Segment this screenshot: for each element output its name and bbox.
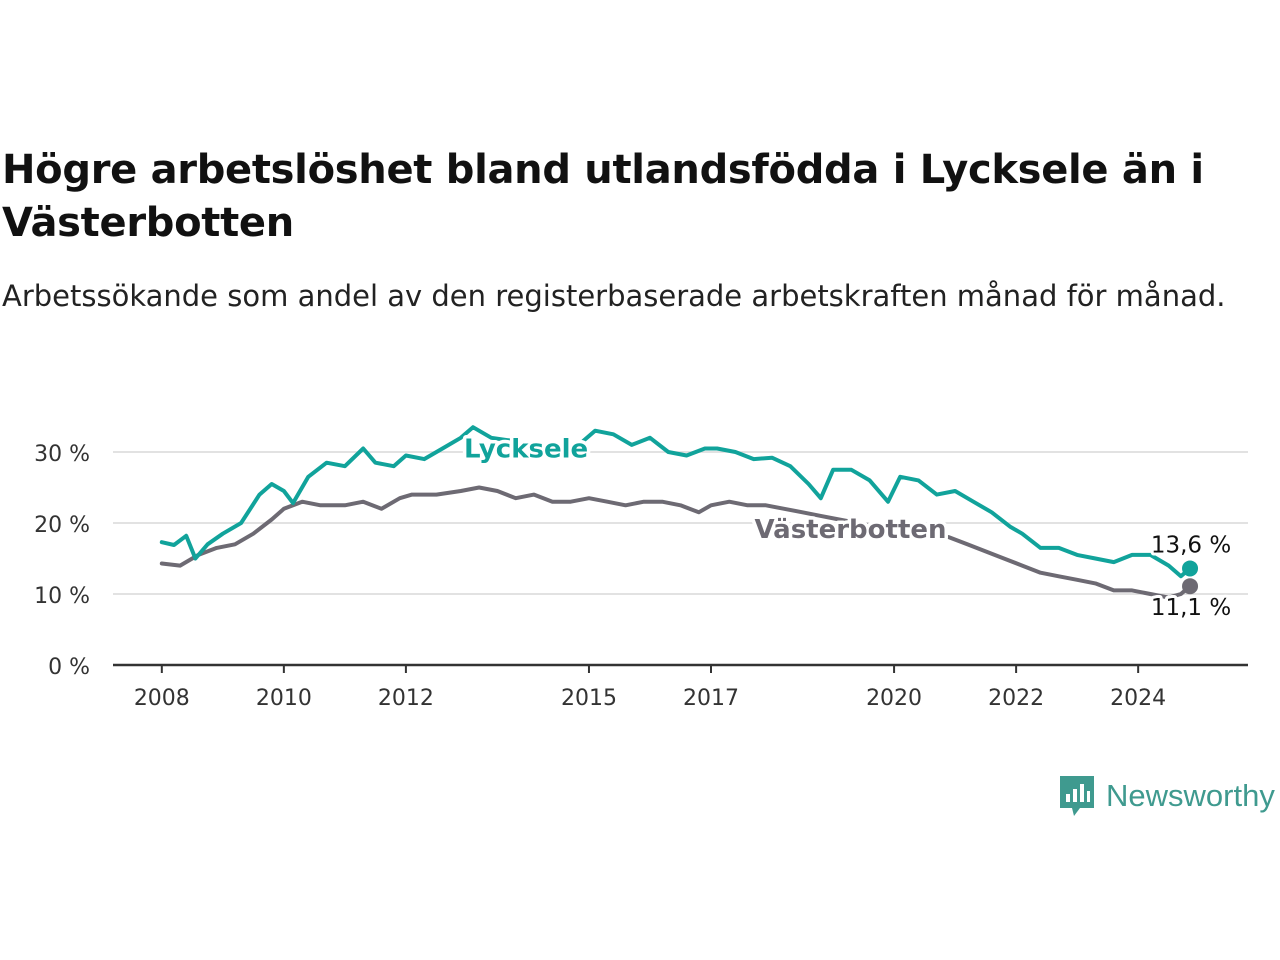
brand-name: Newsworthy bbox=[1106, 778, 1275, 813]
y-tick-label: 30 % bbox=[34, 442, 90, 467]
series-label-vasterbotten: Västerbotten bbox=[754, 515, 946, 545]
gridlines bbox=[113, 451, 1248, 595]
x-tick-label: 2024 bbox=[1110, 686, 1166, 711]
axes: 0 % 10 % 20 % 30 % 2008 2010 2012 2015 2017 2020 2… bbox=[34, 442, 1248, 711]
brand-logo: Newsworthy bbox=[1058, 774, 1275, 818]
end-label-lycksele-halo: 13,6 % bbox=[1151, 532, 1231, 558]
y-tick-label: 20 % bbox=[34, 513, 90, 538]
series-line-lycksele bbox=[159, 425, 1192, 579]
x-tick-label: 2020 bbox=[866, 686, 922, 711]
series bbox=[159, 425, 1199, 600]
series-label-lycksele-halo: Lycksele bbox=[464, 435, 588, 465]
series-label-vasterbotten-halo: Västerbotten bbox=[754, 515, 946, 545]
y-tick-label: 0 % bbox=[48, 655, 90, 680]
chart-title: Högre arbetslöshet bland utlandsfödda i … bbox=[2, 147, 1204, 246]
x-tick-label: 2010 bbox=[256, 686, 312, 711]
end-label-vasterbotten-halo: 11,1 % bbox=[1151, 595, 1231, 621]
series-line-västerbotten bbox=[159, 485, 1192, 600]
line-chart: 0 % 10 % 20 % 30 % 2008 2010 2012 2015 2017 2020 2… bbox=[34, 425, 1248, 711]
x-tick-label: 2012 bbox=[378, 686, 434, 711]
newsworthy-logo-icon bbox=[1060, 776, 1094, 816]
x-tick-label: 2022 bbox=[988, 686, 1044, 711]
x-tick-label: 2015 bbox=[561, 686, 617, 711]
y-tick-label: 10 % bbox=[34, 584, 90, 609]
x-tick-label: 2017 bbox=[683, 686, 739, 711]
end-label-lycksele: 13,6 % bbox=[1151, 532, 1231, 558]
end-point-västerbotten bbox=[1182, 578, 1199, 595]
end-label-vasterbotten: 11,1 % bbox=[1151, 595, 1231, 621]
chart-subtitle: Arbetssökande som andel av den registerb… bbox=[2, 279, 1226, 313]
series-label-lycksele: Lycksele bbox=[464, 435, 588, 465]
end-point-lycksele bbox=[1182, 560, 1199, 577]
x-tick-label: 2008 bbox=[134, 686, 190, 711]
labels: LyckseleLyckseleVästerbottenVästerbotten… bbox=[461, 431, 1235, 624]
